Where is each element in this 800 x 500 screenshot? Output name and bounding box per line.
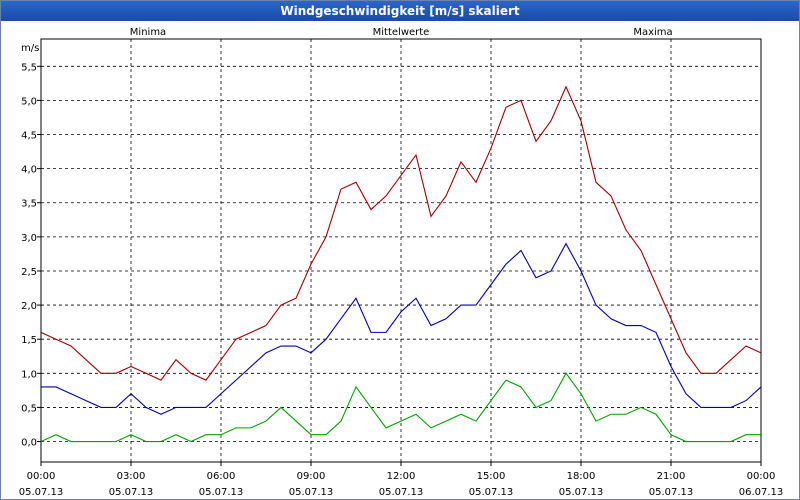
- window-title: Windgeschwindigkeit [m/s] skaliert: [1, 1, 799, 21]
- x-tick-date: 05.07.13: [199, 487, 244, 498]
- y-axis-label: m/s: [21, 43, 39, 54]
- series-line-minima: [40, 372, 761, 443]
- x-tick-time: 00:00: [747, 471, 776, 482]
- x-tick-date: 05.07.13: [289, 487, 334, 498]
- x-tick-time: 18:00: [567, 471, 596, 482]
- y-tick-label: 4,5: [21, 131, 37, 142]
- x-tick-time: 00:00: [27, 471, 56, 482]
- y-tick-label: 1,5: [21, 335, 37, 346]
- x-tick-date: 05.07.13: [559, 487, 604, 498]
- y-tick-label: 0,0: [21, 438, 37, 449]
- legend-maxima: Maxima: [633, 27, 672, 38]
- x-tick-date: 05.07.13: [19, 487, 64, 498]
- y-tick-label: 5,0: [21, 96, 37, 107]
- x-tick-date: 06.07.13: [739, 487, 784, 498]
- y-tick-label: 5,5: [21, 62, 37, 73]
- x-tick-date: 05.07.13: [469, 487, 514, 498]
- x-tick-date: 05.07.13: [109, 487, 154, 498]
- x-tick-time: 03:00: [117, 471, 146, 482]
- y-tick-label: 2,0: [21, 301, 37, 312]
- x-tick-date: 05.07.13: [649, 487, 694, 498]
- series-line-maxima: [40, 85, 762, 381]
- legend-minima: Minima: [130, 27, 166, 38]
- series-line-mittelwerte: [41, 242, 762, 415]
- x-tick-date: 05.07.13: [379, 487, 424, 498]
- x-tick-time: 15:00: [477, 471, 506, 482]
- y-tick-label: 3,0: [21, 233, 37, 244]
- legend-mittelwerte: Mittelwerte: [373, 27, 430, 38]
- x-tick-time: 21:00: [657, 471, 686, 482]
- y-tick-label: 3,5: [21, 199, 37, 210]
- x-tick-time: 06:00: [207, 471, 236, 482]
- y-tick-label: 1,0: [21, 369, 37, 380]
- y-tick-label: 0,5: [21, 403, 37, 414]
- y-tick-label: 2,5: [21, 267, 37, 278]
- y-tick-label: 4,0: [21, 165, 37, 176]
- x-tick-time: 12:00: [387, 471, 416, 482]
- x-tick-time: 09:00: [297, 471, 326, 482]
